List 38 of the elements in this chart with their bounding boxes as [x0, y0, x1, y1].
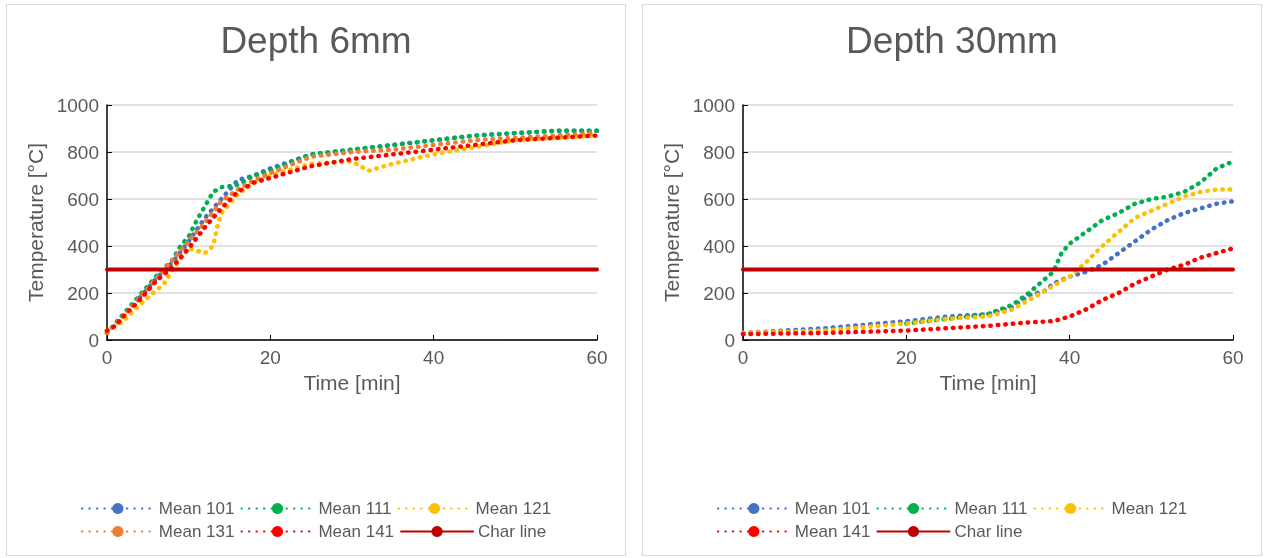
x-tick-label: 0 — [101, 347, 113, 368]
legend-label: Char line — [954, 522, 1023, 541]
line-series — [740, 246, 1236, 337]
y-tick-label: 400 — [67, 235, 99, 257]
x-axis-title: Time [min] — [303, 371, 401, 394]
x-tick-label: 20 — [895, 347, 917, 368]
y-tick-label: 0 — [724, 329, 735, 351]
chart-title: Depth 6mm — [220, 20, 412, 61]
x-tick-label: 60 — [586, 347, 608, 368]
legend-label: Mean 121 — [475, 499, 552, 518]
y-tick-label: 0 — [88, 329, 99, 351]
x-tick-label: 40 — [423, 347, 445, 368]
y-tick-label: 600 — [67, 188, 99, 210]
legend-label: Char line — [478, 522, 547, 541]
legend-label: Mean 101 — [794, 499, 871, 518]
legend-label: Mean 111 — [954, 499, 1028, 518]
chart-title: Depth 30mm — [846, 20, 1058, 61]
x-axis-title: Time [min] — [939, 371, 1037, 394]
legend-label: Mean 131 — [158, 522, 235, 541]
x-tick-label: 0 — [737, 347, 749, 368]
legend-label: Mean 121 — [1111, 499, 1188, 518]
legend-label: Mean 141 — [794, 522, 871, 541]
legend-label: Mean 141 — [318, 522, 395, 541]
y-axis-title: Temperature [°C] — [659, 143, 683, 302]
y-tick-label: 600 — [703, 188, 735, 210]
y-tick-label: 200 — [67, 282, 99, 304]
legend-label: Mean 101 — [158, 499, 235, 518]
y-tick-label: 800 — [67, 141, 99, 163]
x-tick-label: 60 — [1222, 347, 1244, 368]
y-tick-label: 1000 — [56, 94, 99, 116]
y-tick-label: 200 — [703, 282, 735, 304]
x-tick-label: 40 — [1059, 347, 1081, 368]
y-tick-label: 400 — [703, 235, 735, 257]
y-tick-label: 1000 — [692, 94, 735, 116]
y-axis-title: Temperature [°C] — [23, 143, 47, 302]
legend-label: Mean 111 — [318, 499, 392, 518]
x-tick-label: 20 — [259, 347, 281, 368]
y-tick-label: 800 — [703, 141, 735, 163]
